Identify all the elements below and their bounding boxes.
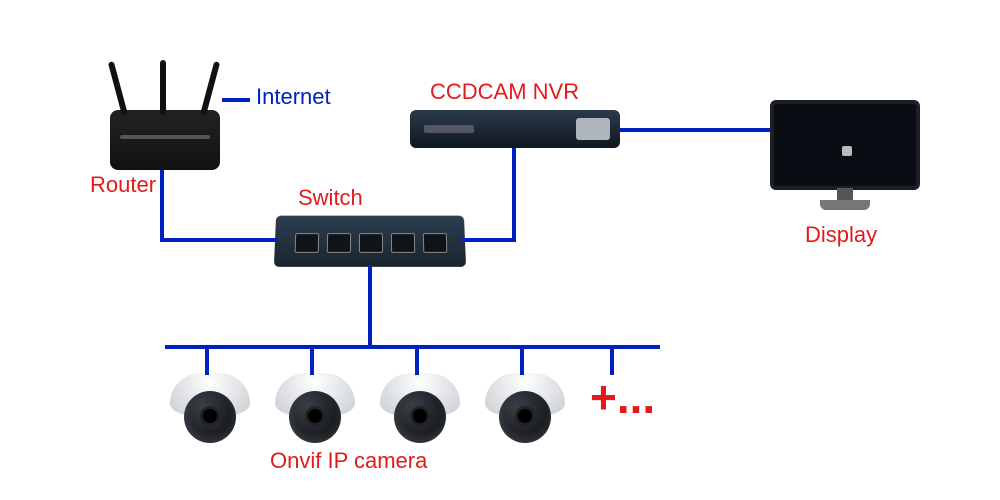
switch-label: Switch xyxy=(298,185,363,211)
camera-drop xyxy=(205,345,209,375)
edge-router-switch-h xyxy=(160,238,278,242)
camera-bus xyxy=(165,345,660,349)
edge-router-down xyxy=(160,170,164,238)
nvr-label: CCDCAM NVR xyxy=(430,79,579,105)
edge-nvr-display xyxy=(620,128,770,132)
camera-icon xyxy=(485,373,565,443)
edge-switch-down xyxy=(368,265,372,345)
display-label: Display xyxy=(805,222,877,248)
switch-icon xyxy=(275,215,465,267)
internet-connector xyxy=(222,98,250,102)
camera-drop xyxy=(610,345,614,375)
camera-drop xyxy=(415,345,419,375)
edge-nvr-switch-h xyxy=(462,238,516,242)
camera-icon xyxy=(380,373,460,443)
router-icon xyxy=(110,110,220,170)
more-cameras-indicator: +... xyxy=(590,370,655,424)
router-label: Router xyxy=(90,172,156,198)
edge-nvr-down xyxy=(512,148,516,242)
camera-drop xyxy=(520,345,524,375)
display-icon xyxy=(770,100,920,200)
camera-icon xyxy=(170,373,250,443)
nvr-icon xyxy=(410,110,620,148)
camera-icon xyxy=(275,373,355,443)
camera-drop xyxy=(310,345,314,375)
network-diagram: Router Internet CCDCAM NVR Display Switc… xyxy=(0,0,1000,500)
internet-label: Internet xyxy=(256,84,331,110)
cameras-label: Onvif IP camera xyxy=(270,448,427,474)
